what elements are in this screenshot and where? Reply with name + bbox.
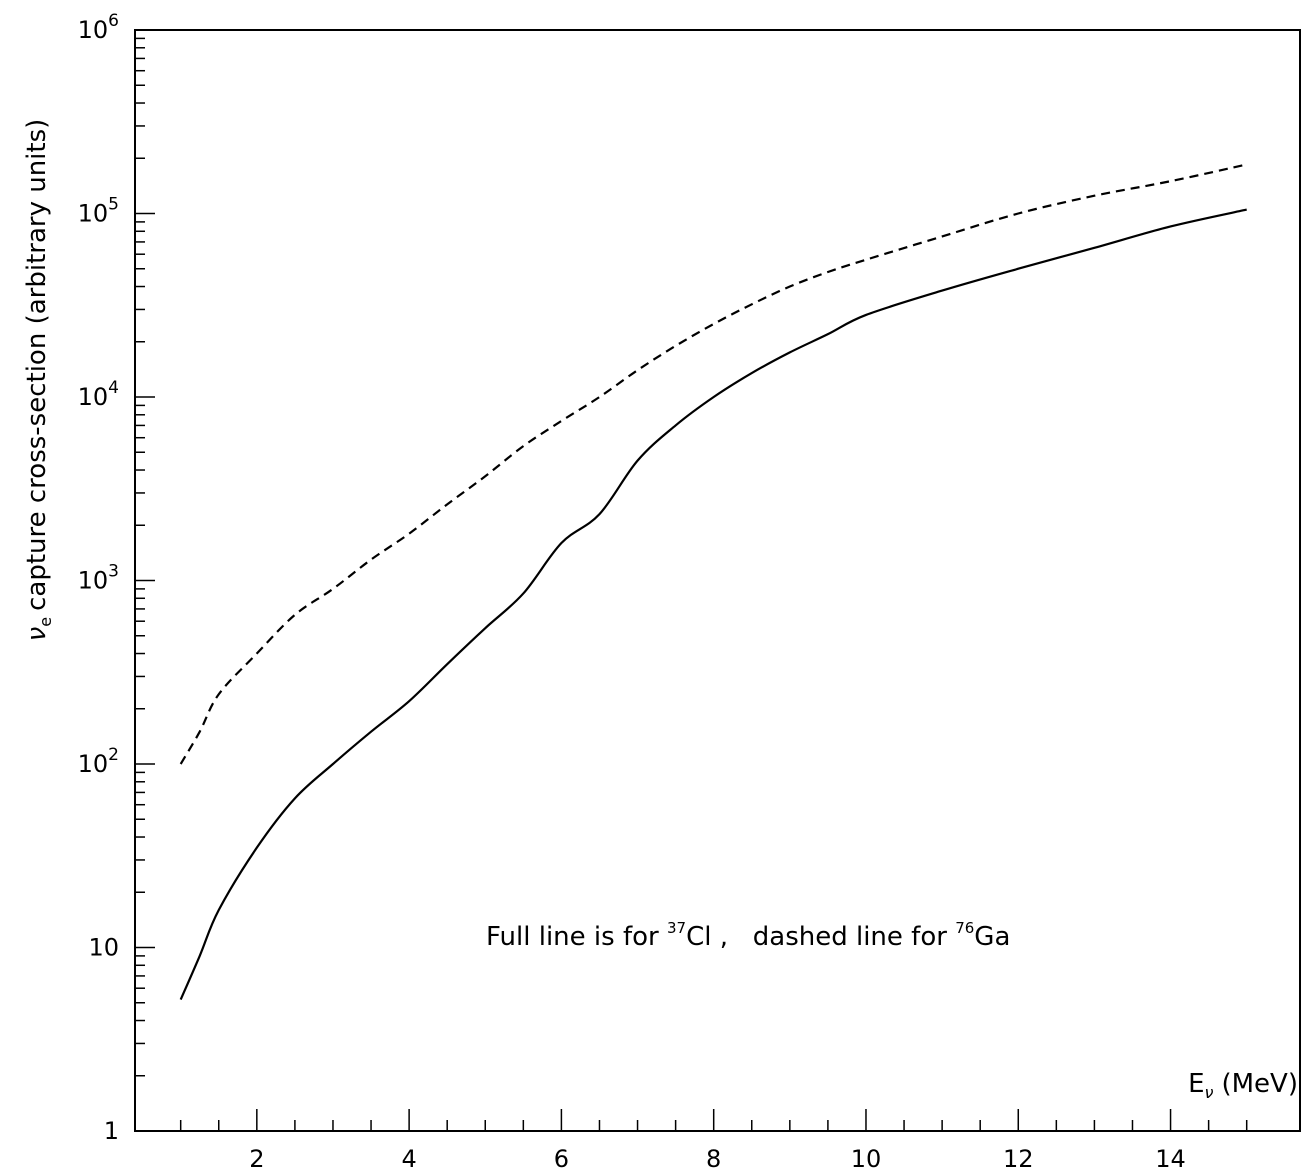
x-axis-symbol: E <box>1188 1069 1204 1099</box>
y-tick-label: 106 <box>78 11 119 44</box>
y-tick-label: 102 <box>78 745 119 778</box>
annotation-superscript-76: 76 <box>955 919 974 937</box>
y-tick-label-exponent: 2 <box>108 745 119 765</box>
y-tick-label-base: 10 <box>78 750 109 778</box>
y-tick-label-exponent: 6 <box>108 11 119 31</box>
annotation-text-1: Full line is for <box>486 922 667 952</box>
y-tick-label: 104 <box>78 378 119 411</box>
y-tick-label-exponent: 4 <box>108 378 119 398</box>
annotation-text-3: Ga <box>974 922 1010 952</box>
x-tick-label: 2 <box>249 1145 264 1173</box>
series-line-solid <box>179 208 1247 1001</box>
axis-ticks <box>135 37 1248 1132</box>
x-tick-label: 4 <box>401 1145 416 1173</box>
y-tick-label-base: 10 <box>78 567 109 595</box>
y-axis-symbol-subscript: e <box>36 617 55 627</box>
y-axis-title: νe capture cross-section (arbitrary units… <box>22 119 55 642</box>
x-tick-label: 12 <box>1003 1145 1034 1173</box>
x-tick-labels: 2 4 6 8 10 12 14 <box>249 1145 1186 1173</box>
y-tick-label: 103 <box>78 562 119 595</box>
series-line-dashed <box>179 163 1247 765</box>
series-group <box>179 163 1247 1001</box>
y-tick-label-exponent: 3 <box>108 562 119 582</box>
y-tick-label: 1 <box>104 1117 119 1145</box>
x-axis-symbol-subscript: ν <box>1205 1083 1214 1102</box>
legend-annotation: Full line is for 37Cl , dashed line for … <box>486 919 1010 952</box>
x-tick-label: 6 <box>554 1145 569 1173</box>
x-tick-label: 8 <box>706 1145 721 1173</box>
y-tick-label: 105 <box>78 195 119 228</box>
y-tick-label-base: 10 <box>88 934 119 962</box>
x-axis-title: Eν (MeV) <box>1188 1069 1298 1102</box>
y-tick-label-base: 10 <box>78 16 109 44</box>
y-tick-label-base: 10 <box>78 383 109 411</box>
y-tick-label-base: 1 <box>104 1117 119 1145</box>
x-tick-label: 10 <box>851 1145 882 1173</box>
x-axis-unit: (MeV) <box>1221 1069 1298 1099</box>
y-tick-label-base: 10 <box>78 200 109 228</box>
x-tick-label: 14 <box>1155 1145 1186 1173</box>
y-tick-label-exponent: 5 <box>108 195 119 215</box>
y-tick-label: 10 <box>88 934 119 962</box>
y-axis-text: capture cross-section (arbitrary units) <box>22 119 52 611</box>
annotation-text-2: Cl , dashed line for <box>686 922 955 952</box>
annotation-superscript-37: 37 <box>667 919 686 937</box>
y-axis-symbol: ν <box>22 627 52 642</box>
